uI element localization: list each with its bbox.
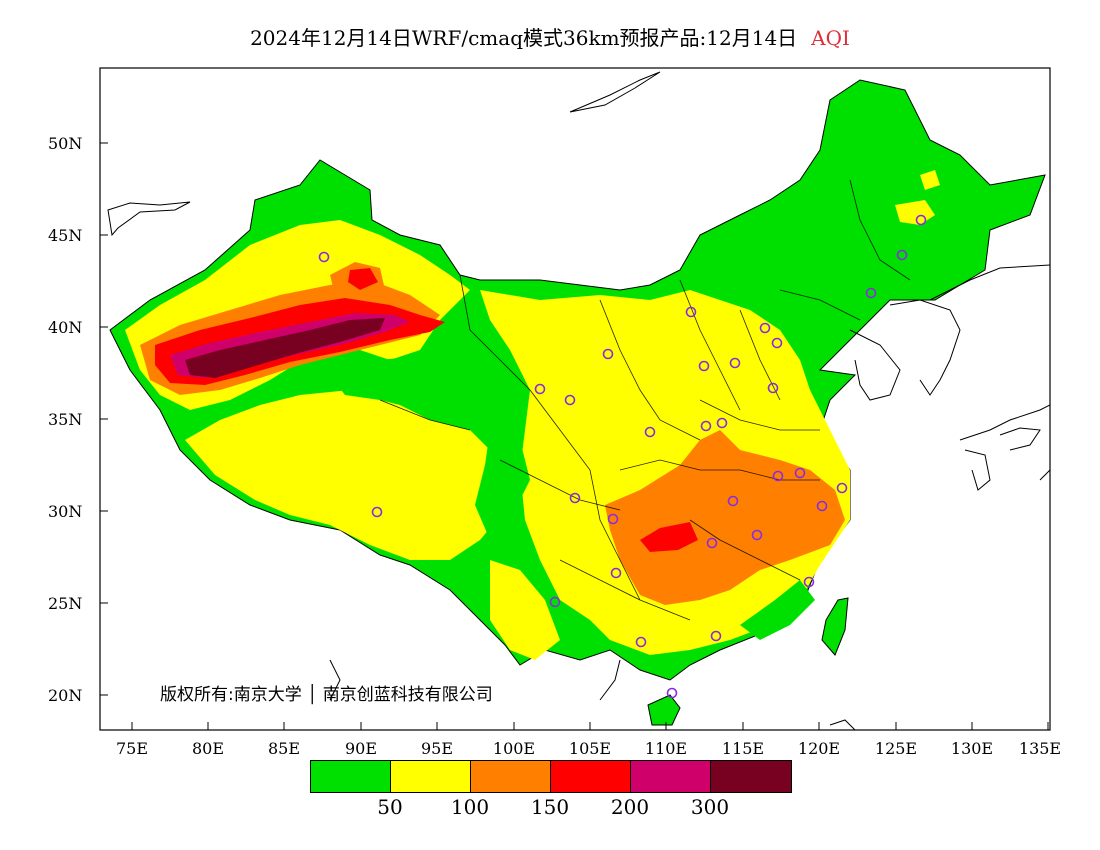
yellow-region-tibet — [185, 390, 505, 560]
legend-swatch-green — [311, 761, 391, 792]
legend-label-150: 150 — [530, 795, 570, 819]
lon-label-80e: 80E — [191, 739, 225, 758]
lon-label-100e: 100E — [492, 739, 536, 758]
taiwan-island — [821, 597, 849, 656]
legend-label-50: 50 — [377, 795, 403, 819]
neighbor-coastlines — [107, 71, 1050, 730]
lat-label-35n: 35N — [48, 410, 83, 429]
yellow-region-northeast2 — [920, 170, 940, 190]
color-legend-bar — [310, 760, 792, 793]
hainan-island — [647, 694, 681, 726]
green-region-qinghai — [330, 355, 510, 420]
lat-label-40n: 40N — [48, 318, 83, 337]
legend-swatch-purple — [631, 761, 711, 792]
lon-label-90e: 90E — [344, 739, 378, 758]
city-markers — [318, 214, 927, 699]
green-region-fujian — [740, 580, 815, 640]
copyright-text: 版权所有:南京大学 │ 南京创蓝科技有限公司 — [160, 685, 493, 705]
map-frame — [99, 67, 1051, 731]
legend-label-200: 200 — [610, 795, 650, 819]
title-variable: AQI — [811, 26, 850, 50]
map-title: 2024年12月14日WRF/cmaq模式36km预报产品:12月14日 AQI — [0, 22, 1100, 51]
orange-region-central — [605, 430, 845, 605]
lon-label-130e: 130E — [950, 739, 994, 758]
lon-label-105e: 105E — [568, 739, 612, 758]
legend-label-300: 300 — [690, 795, 730, 819]
lon-label-85e: 85E — [267, 739, 301, 758]
legend-swatch-red — [551, 761, 631, 792]
lat-label-45n: 45N — [48, 226, 83, 245]
lon-label-135e: 135E — [1018, 739, 1062, 758]
lon-label-125e: 125E — [874, 739, 918, 758]
lat-label-25n: 25N — [48, 594, 83, 613]
lon-ticks — [131, 722, 1049, 730]
title-main: 2024年12月14日WRF/cmaq模式36km预报产品:12月14日 — [250, 26, 798, 50]
lon-label-120e: 120E — [797, 739, 841, 758]
legend-label-100: 100 — [450, 795, 490, 819]
yellow-region-southwest — [490, 560, 560, 660]
red-region-xinjiang2 — [348, 268, 378, 290]
lon-label-95e: 95E — [420, 739, 454, 758]
lon-label-75e: 75E — [115, 739, 149, 758]
province-boundaries — [379, 179, 911, 621]
lat-ticks — [100, 142, 108, 696]
legend-swatch-yellow — [391, 761, 471, 792]
lon-label-115e: 115E — [721, 739, 765, 758]
green-region-sichuan — [475, 430, 530, 540]
legend-swatch-orange — [471, 761, 551, 792]
lat-label-20n: 20N — [48, 686, 83, 705]
legend-swatch-maroon — [711, 761, 791, 792]
maroon-region — [185, 318, 385, 378]
lat-label-30n: 30N — [48, 502, 83, 521]
red-region-hunan — [640, 522, 698, 552]
lon-label-110e: 110E — [644, 739, 688, 758]
lat-label-50n: 50N — [48, 134, 83, 153]
